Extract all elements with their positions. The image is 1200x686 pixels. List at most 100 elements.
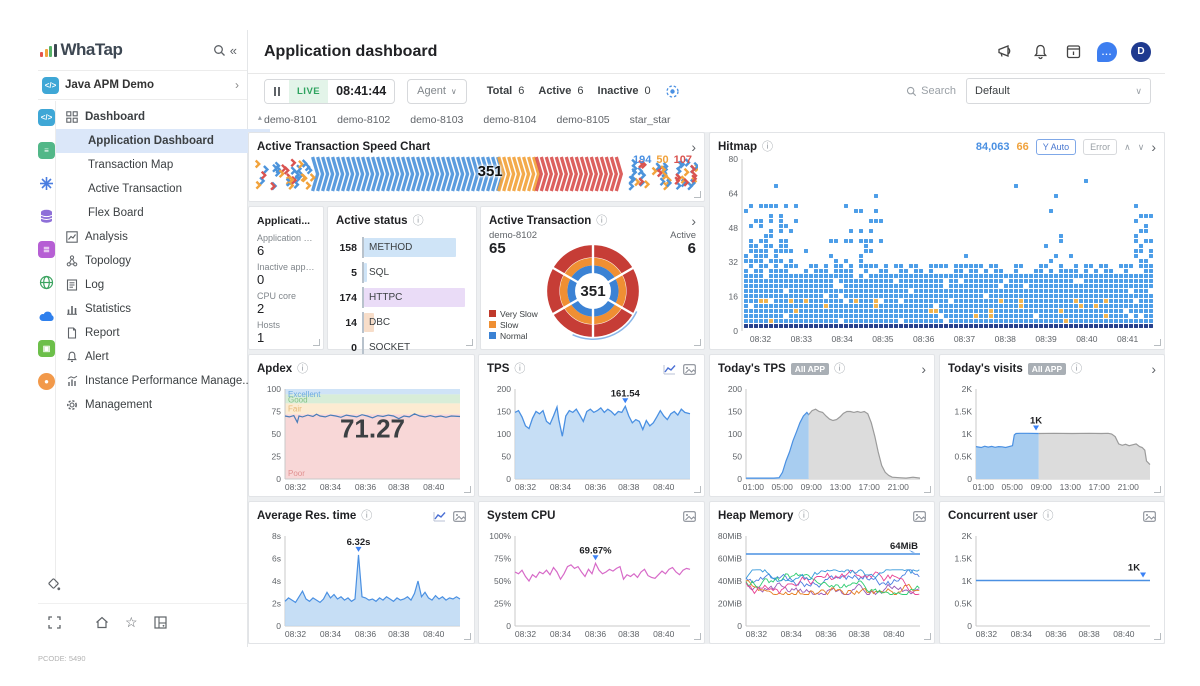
error-filter-button[interactable]: Error — [1083, 139, 1118, 155]
server-icon[interactable]: ≡ — [38, 142, 55, 159]
announcement-megaphone-icon[interactable] — [995, 42, 1017, 61]
info-icon[interactable]: ⓘ — [1042, 509, 1054, 522]
kubernetes-icon[interactable] — [38, 175, 55, 192]
menu-application-dashboard[interactable]: Application Dashboard — [56, 129, 270, 153]
agent-chip[interactable]: star_star — [629, 114, 671, 126]
tps-title: TPS — [487, 363, 510, 375]
open-todays-tps-icon[interactable]: › — [921, 361, 926, 377]
active-count: 6 — [577, 85, 584, 97]
image-widget-icon[interactable] — [1143, 510, 1156, 522]
menu-statistics[interactable]: Statistics▾ — [56, 297, 270, 321]
info-icon[interactable]: ⓘ — [834, 362, 846, 375]
info-icon[interactable]: ⓘ — [361, 509, 373, 522]
menu-instance-performance[interactable]: Instance Performance Manage...▾ — [56, 369, 270, 393]
menu-active-transaction[interactable]: Active Transaction — [88, 183, 182, 195]
menu-management[interactable]: Management▾ — [56, 393, 270, 417]
concurrent-user-title: Concurrent user — [948, 510, 1038, 522]
svg-text:08:32: 08:32 — [515, 482, 537, 492]
trend-chart-icon[interactable] — [433, 511, 446, 522]
analysis-icon — [66, 230, 79, 244]
theme-paint-icon[interactable] — [46, 576, 247, 593]
image-widget-icon[interactable] — [913, 510, 926, 522]
info-icon[interactable]: ⓘ — [596, 214, 608, 227]
menu-alert[interactable]: Alert▾ — [56, 345, 270, 369]
image-widget-icon[interactable] — [683, 363, 696, 375]
trend-chart-icon[interactable] — [663, 364, 676, 375]
svg-text:150: 150 — [497, 407, 511, 417]
menu-dashboard[interactable]: Dashboard ▴ — [56, 105, 270, 129]
menu-log[interactable]: Log▾ — [56, 273, 270, 297]
agent-target-icon[interactable] — [663, 82, 682, 101]
svg-text:08:34: 08:34 — [550, 629, 572, 639]
browser-image-icon[interactable]: ▣ — [38, 340, 55, 357]
top-header: Application dashboard ... D — [248, 30, 1165, 74]
view-preset-select[interactable]: Default ∨ — [966, 78, 1151, 104]
agent-chip[interactable]: demo-8101 — [264, 114, 318, 126]
svg-text:60MiB: 60MiB — [718, 554, 742, 564]
legend-slow: Slow — [489, 319, 538, 330]
info-icon[interactable]: ⓘ — [297, 362, 309, 375]
svg-text:0: 0 — [733, 326, 738, 336]
log-document-icon[interactable]: ≣ — [38, 241, 55, 258]
agent-chip[interactable]: demo-8103 — [410, 114, 464, 126]
project-name: Java APM Demo — [65, 79, 155, 91]
agent-chip[interactable]: demo-8102 — [337, 114, 391, 126]
user-avatar[interactable]: D — [1131, 41, 1151, 62]
whatap-logo-icon — [40, 43, 57, 57]
apm-code-icon[interactable]: </> — [38, 109, 55, 126]
image-widget-icon[interactable] — [453, 510, 466, 522]
home-icon[interactable] — [93, 614, 111, 631]
svg-text:161.54: 161.54 — [611, 388, 641, 399]
info-icon[interactable]: ⓘ — [412, 214, 424, 227]
open-speed-chart-icon[interactable]: › — [691, 139, 696, 155]
pause-button[interactable] — [265, 79, 289, 103]
schedule-icon[interactable] — [1064, 42, 1083, 61]
search-icon — [907, 86, 917, 96]
menu-topology[interactable]: Topology▾ — [56, 249, 270, 273]
menu-transaction-map[interactable]: Transaction Map — [88, 159, 174, 171]
fullscreen-icon[interactable] — [46, 614, 63, 631]
cloud-icon[interactable] — [38, 307, 55, 324]
y-scale-up-icon[interactable]: ∧ — [1124, 141, 1131, 152]
agent-dropdown[interactable]: Agent ∨ — [407, 78, 467, 104]
hitmap-scatter[interactable]: 80 64 48 32 16 0 08:32 08:33 08:34 08:35 08:36 08:3… — [716, 155, 1158, 345]
y-scale-down-icon[interactable]: ∨ — [1137, 141, 1145, 152]
svg-text:150: 150 — [728, 407, 742, 417]
info-icon[interactable]: ⓘ — [761, 140, 773, 153]
project-selector[interactable]: </> Java APM Demo › — [38, 70, 247, 100]
stat-cpu-core: CPU core 2 — [257, 291, 297, 316]
y-auto-button[interactable]: Y Auto — [1035, 139, 1077, 155]
hitmap-card: Hitmap ⓘ 84,063 66 Y Auto Error ∧ ∨ › 80… — [709, 132, 1165, 350]
svg-text:1K: 1K — [1030, 416, 1042, 427]
image-widget-icon[interactable] — [683, 510, 696, 522]
notification-bell-icon[interactable] — [1031, 42, 1050, 62]
open-todays-visits-icon[interactable]: › — [1151, 361, 1156, 377]
agent-chip[interactable]: demo-8105 — [556, 114, 610, 126]
search-control[interactable]: Search — [906, 85, 956, 97]
database-icon[interactable] — [38, 208, 55, 225]
svg-text:50%: 50% — [494, 576, 511, 586]
live-badge[interactable]: LIVE — [289, 79, 329, 103]
url-monitor-icon[interactable]: ● — [38, 373, 55, 390]
svg-text:0: 0 — [967, 621, 972, 631]
open-active-transaction-icon[interactable]: › — [691, 213, 696, 229]
menu-analysis[interactable]: Analysis▾ — [56, 225, 270, 249]
sidebar-search-button[interactable] — [211, 42, 228, 59]
svg-text:69.67%: 69.67% — [579, 545, 612, 556]
system-cpu-title: System CPU — [487, 510, 556, 522]
board-layout-icon[interactable] — [152, 614, 169, 631]
info-icon[interactable]: ⓘ — [798, 509, 810, 522]
info-icon[interactable]: ⓘ — [1071, 362, 1083, 375]
info-icon[interactable]: ⓘ — [514, 362, 526, 375]
sidebar-collapse-button[interactable]: « — [229, 42, 237, 58]
open-hitmap-icon[interactable]: › — [1151, 139, 1156, 155]
favorite-star-icon[interactable]: ☆ — [125, 614, 138, 630]
heap-memory-chart: 80MiB 60MiB 40MiB 20MiB 0 08:32 08:34 08:36 08:3… — [716, 526, 928, 639]
globe-icon[interactable] — [38, 274, 55, 291]
status-row-method: 158 METHOD — [336, 235, 468, 260]
menu-report[interactable]: Report — [56, 321, 270, 345]
support-chat-icon[interactable]: ... — [1097, 41, 1117, 62]
menu-flex-board[interactable]: Flex Board — [88, 207, 144, 219]
svg-text:08:34: 08:34 — [781, 629, 803, 639]
agent-chip[interactable]: demo-8104 — [483, 114, 537, 126]
